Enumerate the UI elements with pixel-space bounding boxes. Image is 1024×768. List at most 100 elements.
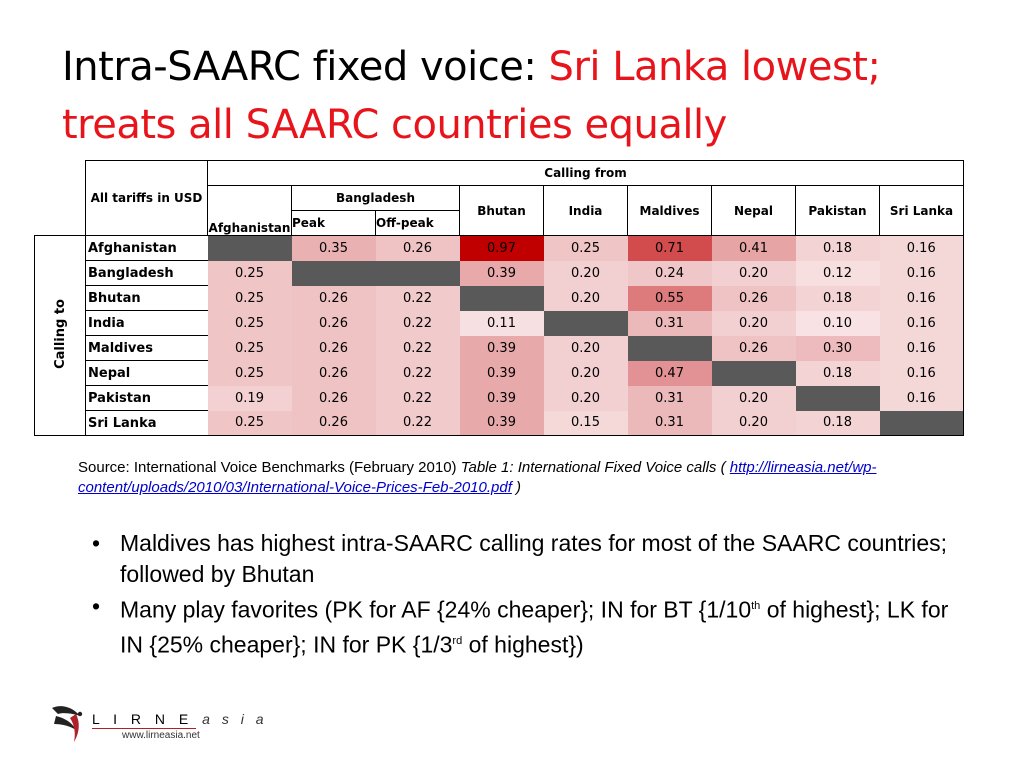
tariff-cell: 0.97 (459, 235, 544, 261)
table-row: Bangladesh 0.25 0.39 0.20 0.24 0.20 0.12 0.16 (35, 260, 964, 286)
table-row: Bhutan 0.25 0.26 0.22 0.20 0.55 0.26 0.18 0.16 (35, 285, 964, 311)
logo-name: L I R N E (92, 711, 194, 727)
tariff-cell: 0.26 (711, 285, 796, 311)
title-part1: Intra-SAARC fixed voice: (62, 44, 549, 90)
tariff-cell: 0.26 (291, 285, 376, 311)
bullet-item: • Maldives has highest intra-SAARC calli… (92, 528, 952, 590)
blank-cell (543, 310, 628, 336)
tariff-cell: 0.55 (627, 285, 712, 311)
tariff-cell: 0.20 (711, 260, 796, 286)
tariff-cell: 0.39 (459, 410, 544, 436)
tariff-cell: 0.25 (207, 410, 292, 436)
blank-cell (711, 360, 796, 386)
row-label: Maldives (85, 335, 208, 361)
tariff-cell: 0.39 (459, 335, 544, 361)
col-bangladesh-offpeak: Off-peak (375, 210, 460, 236)
row-label: Bangladesh (85, 260, 208, 286)
tariff-cell: 0.31 (627, 410, 712, 436)
tariff-cell: 0.22 (375, 285, 460, 311)
tariff-cell: 0.25 (543, 235, 628, 261)
tariff-cell: 0.25 (207, 335, 292, 361)
source-link[interactable]: http://lirneasia.net/wp-content/uploads/… (78, 459, 877, 496)
tariff-cell: 0.31 (627, 385, 712, 411)
corner-label: All tariffs in USD (85, 160, 208, 236)
tariff-cell: 0.24 (627, 260, 712, 286)
tariff-cell: 0.12 (795, 260, 880, 286)
tariff-cell: 0.16 (879, 335, 964, 361)
row-label: Pakistan (85, 385, 208, 411)
row-label: Bhutan (85, 285, 208, 311)
bullet-2-sup-th: th (751, 600, 761, 612)
blank-cell (207, 235, 292, 261)
bullet-2-text-b: of highest}; LK for IN {25% cheaper}; IN… (120, 596, 949, 658)
tariff-cell: 0.22 (375, 310, 460, 336)
tariff-cell: 0.22 (375, 360, 460, 386)
blank-cell (375, 260, 460, 286)
tariff-cell: 0.20 (543, 385, 628, 411)
tariff-cell: 0.39 (459, 385, 544, 411)
blank-cell (459, 285, 544, 311)
tariff-cell: 0.18 (795, 235, 880, 261)
blank-cell (291, 260, 376, 286)
tariff-table: All tariffs in USD Calling from Afghanis… (34, 160, 964, 436)
col-bhutan: Bhutan (459, 185, 544, 236)
tariff-cell: 0.16 (879, 235, 964, 261)
calling-from-header: Calling from (207, 160, 964, 186)
tariff-cell: 0.16 (879, 360, 964, 386)
blank-cell (879, 410, 964, 436)
tariff-cell: 0.26 (291, 385, 376, 411)
tariff-cell: 0.39 (459, 260, 544, 286)
bullet-2-text-a: Many play favorites (PK for AF {24% chea… (120, 596, 752, 623)
bullet-2-text-c: of highest}) (462, 631, 584, 658)
slide-title: Intra-SAARC fixed voice: Sri Lanka lowes… (62, 38, 982, 154)
logo-url: www.lirneasia.net (122, 730, 200, 741)
col-india: India (543, 185, 628, 236)
tariff-cell: 0.16 (879, 285, 964, 311)
tariff-cell: 0.25 (207, 310, 292, 336)
tariff-cell: 0.18 (795, 360, 880, 386)
col-bangladesh-peak: Peak (291, 210, 376, 236)
tariff-cell: 0.30 (795, 335, 880, 361)
tariff-cell: 0.16 (879, 310, 964, 336)
tariff-cell: 0.15 (543, 410, 628, 436)
source-prefix: Source: International Voice Benchmarks (… (78, 459, 461, 476)
calling-to-header: Calling to (34, 235, 86, 436)
tariff-cell: 0.18 (795, 410, 880, 436)
tariff-cell: 0.10 (795, 310, 880, 336)
tariff-cell: 0.25 (207, 260, 292, 286)
logo-wordmark: L I R N E a s i a (92, 711, 268, 727)
tariff-cell: 0.71 (627, 235, 712, 261)
row-label: Nepal (85, 360, 208, 386)
col-srilanka: Sri Lanka (879, 185, 964, 236)
row-label: Afghanistan (85, 235, 208, 261)
col-pakistan: Pakistan (795, 185, 880, 236)
table-row: Calling to Afghanistan 0.35 0.26 0.97 0.25 0.7… (34, 235, 964, 436)
tariff-cell: 0.20 (543, 260, 628, 286)
lirneasia-logo-icon (52, 706, 83, 742)
tariff-cell: 0.20 (543, 335, 628, 361)
tariff-cell: 0.20 (711, 410, 796, 436)
tariff-cell: 0.25 (207, 360, 292, 386)
logo-asia: a s i a (202, 711, 268, 727)
tariff-cell: 0.20 (711, 385, 796, 411)
tariff-cell: 0.47 (627, 360, 712, 386)
tariff-cell: 0.39 (459, 360, 544, 386)
calling-to-label: Calling to (52, 298, 68, 369)
bullet-list: • Maldives has highest intra-SAARC calli… (92, 528, 952, 661)
bullet-dot-icon: • (92, 593, 101, 619)
col-bangladesh: Bangladesh (291, 185, 460, 211)
blank-cell (627, 335, 712, 361)
bullet-dot-icon: • (92, 530, 101, 556)
bullet-2-sup-rd: rd (452, 634, 463, 647)
tariff-cell: 0.26 (291, 335, 376, 361)
tariff-cell: 0.41 (711, 235, 796, 261)
table-row: Pakistan 0.19 0.26 0.22 0.39 0.20 0.31 0.20 0.16 (35, 385, 964, 411)
tariff-cell: 0.25 (207, 285, 292, 311)
title-highlight: Sri Lanka lowest; treats all SAARC count… (62, 44, 881, 148)
tariff-cell: 0.26 (291, 310, 376, 336)
tariff-cell: 0.16 (879, 260, 964, 286)
tariff-cell: 0.26 (291, 410, 376, 436)
table-row: India 0.25 0.26 0.22 0.11 0.31 0.20 0.10 0.16 (35, 310, 964, 336)
tariff-cell: 0.20 (543, 360, 628, 386)
source-note: Source: International Voice Benchmarks (… (78, 458, 978, 498)
